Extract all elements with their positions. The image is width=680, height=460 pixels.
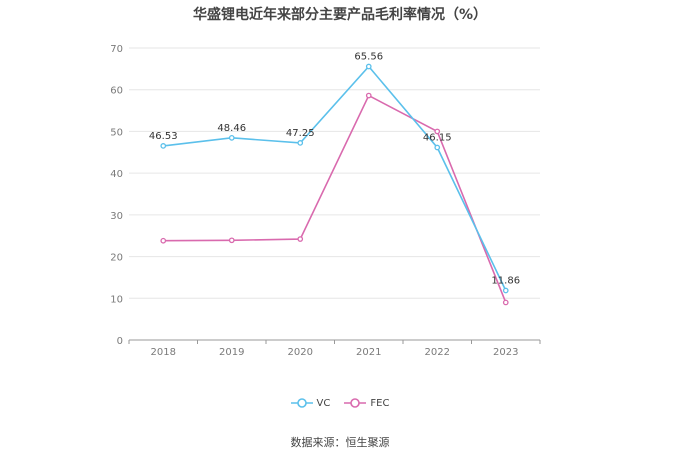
data-point-vc — [502, 287, 509, 294]
x-tick-label: 2019 — [219, 347, 244, 358]
x-tick-label: 2021 — [356, 347, 381, 358]
legend-label: VC — [316, 397, 331, 409]
x-tick-label: 2023 — [493, 347, 518, 358]
y-tick-label: 30 — [110, 211, 123, 222]
data-point-fec — [297, 236, 304, 242]
data-label-vc: 11.86 — [491, 276, 520, 287]
x-tick-label: 2018 — [151, 347, 176, 358]
data-label-vc: 48.46 — [217, 123, 246, 134]
chart-title: 华盛锂电近年来部分主要产品毛利率情况（%） — [192, 7, 488, 23]
data-point-vc — [160, 143, 167, 149]
y-tick-label: 60 — [110, 86, 123, 97]
data-point-fec — [434, 128, 441, 135]
data-point-vc — [228, 135, 235, 141]
y-tick-label: 40 — [110, 169, 123, 180]
y-tick-label: 70 — [110, 44, 123, 55]
data-point-vc — [434, 144, 441, 151]
data-label-vc: 65.56 — [354, 52, 383, 63]
data-label-vc: 46.53 — [149, 131, 178, 142]
legend-item-vc[interactable]: VC — [290, 397, 331, 409]
x-tick-label: 2022 — [425, 347, 450, 358]
y-tick-label: 50 — [110, 127, 123, 138]
data-point-fec — [502, 299, 509, 306]
data-point-fec — [228, 237, 235, 244]
line-chart: 0 10 20 30 40 50 60 70 2018 2019 2020 2021 2022 2023 4… — [110, 44, 541, 358]
legend-marker-icon — [290, 398, 313, 408]
data-source-note: 数据来源：恒生聚源 — [290, 436, 390, 449]
y-tick-label: 20 — [110, 253, 123, 264]
legend-label: FEC — [370, 397, 390, 409]
series-line-fec — [163, 94, 507, 303]
data-point-fec — [365, 92, 372, 99]
chart-legend: VC FEC — [0, 397, 680, 409]
series-line-vc — [163, 65, 507, 291]
data-point-vc — [365, 63, 372, 70]
legend-item-fec[interactable]: FEC — [344, 397, 389, 409]
data-label-vc: 47.25 — [286, 128, 315, 139]
x-tick-label: 2020 — [288, 347, 313, 358]
data-point-fec — [160, 237, 167, 244]
y-tick-label: 10 — [110, 294, 123, 305]
data-point-vc — [297, 140, 304, 146]
data-label-vc: 46.15 — [423, 132, 452, 143]
y-tick-label: 0 — [117, 336, 123, 347]
legend-marker-icon — [344, 398, 367, 408]
